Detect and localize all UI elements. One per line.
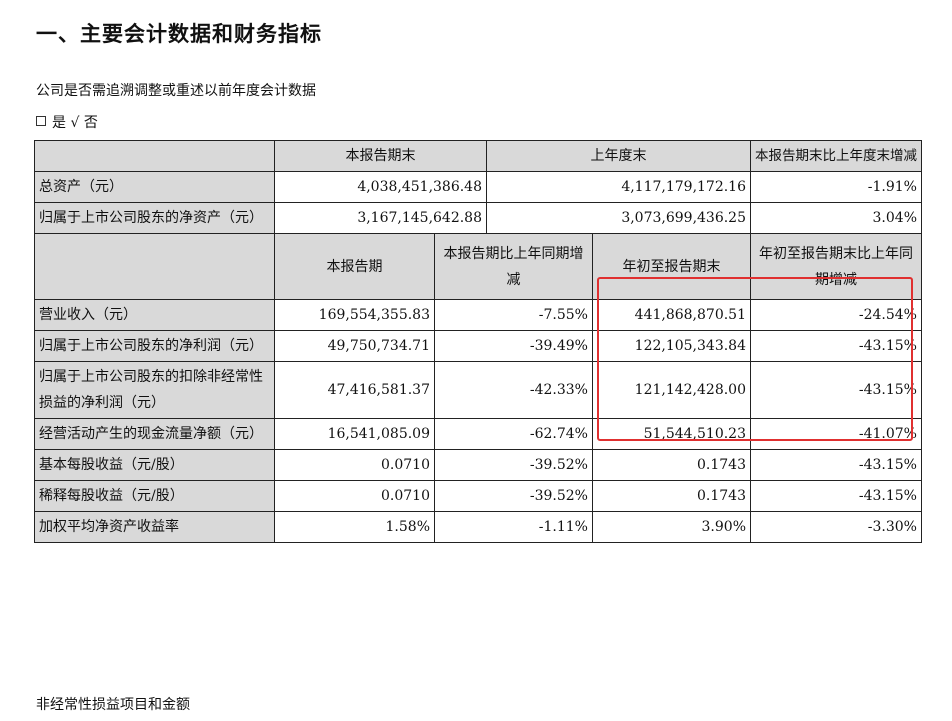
table-row: 总资产（元） 4,038,451,386.48 4,117,179,172.16…	[34, 171, 922, 203]
cell-value: -39.52%	[434, 449, 593, 481]
col-header: 本报告期末	[274, 140, 487, 172]
row-label: 经营活动产生的现金流量净额（元）	[34, 418, 275, 450]
col-header: 本报告期	[274, 233, 435, 300]
section-heading: 一、主要会计数据和财务指标	[36, 22, 322, 46]
cell-value: 0.0710	[274, 449, 435, 481]
cell-value: 3.90%	[592, 511, 751, 543]
cell-value: 49,750,734.71	[274, 330, 435, 362]
col-header: 年初至报告期末	[592, 233, 751, 300]
check-mark: √	[70, 115, 80, 131]
cell-value: -1.91%	[750, 171, 922, 203]
col-header: 年初至报告期末比上年同期增减	[750, 233, 922, 300]
cell-value: 0.1743	[592, 480, 751, 512]
restate-answer: 是 √ 否	[36, 112, 98, 132]
cell-value: 1.58%	[274, 511, 435, 543]
cell-value: -43.15%	[750, 480, 922, 512]
row-label: 归属于上市公司股东的扣除非经常性损益的净利润（元）	[34, 361, 275, 419]
row-label: 总资产（元）	[34, 171, 275, 203]
cell-value: 3,167,145,642.88	[274, 202, 487, 234]
cell-value: 3,073,699,436.25	[486, 202, 751, 234]
checkbox-icon	[36, 116, 46, 126]
cell-value: 0.1743	[592, 449, 751, 481]
footer-note: 非经常性损益项目和金额	[36, 697, 190, 713]
col-header: 本报告期末比上年度末增减	[750, 140, 922, 172]
table1-header-row: 本报告期末 上年度末 本报告期末比上年度末增减	[34, 140, 922, 172]
restate-question: 公司是否需追溯调整或重述以前年度会计数据	[36, 83, 316, 99]
cell-value: 4,038,451,386.48	[274, 171, 487, 203]
table-row: 归属于上市公司股东的净利润（元） 49,750,734.71 -39.49% 1…	[34, 330, 922, 362]
row-label: 营业收入（元）	[34, 299, 275, 331]
table-row: 营业收入（元） 169,554,355.83 -7.55% 441,868,87…	[34, 299, 922, 331]
row-label: 归属于上市公司股东的净利润（元）	[34, 330, 275, 362]
cell-value: 122,105,343.84	[592, 330, 751, 362]
cell-value: -39.52%	[434, 480, 593, 512]
row-label: 稀释每股收益（元/股）	[34, 480, 275, 512]
col-header: 本报告期比上年同期增减	[434, 233, 593, 300]
cell-value: 51,544,510.23	[592, 418, 751, 450]
cell-value: -43.15%	[750, 361, 922, 419]
cell-value: 121,142,428.00	[592, 361, 751, 419]
cell-value: 441,868,870.51	[592, 299, 751, 331]
cell-value: -42.33%	[434, 361, 593, 419]
table-row: 经营活动产生的现金流量净额（元） 16,541,085.09 -62.74% 5…	[34, 418, 922, 450]
cell-value: -43.15%	[750, 330, 922, 362]
corner-cell	[34, 140, 275, 172]
table-row: 归属于上市公司股东的净资产（元） 3,167,145,642.88 3,073,…	[34, 202, 922, 234]
row-label: 归属于上市公司股东的净资产（元）	[34, 202, 275, 234]
corner-cell	[34, 233, 275, 300]
table2-header-row: 本报告期 本报告期比上年同期增减 年初至报告期末 年初至报告期末比上年同期增减	[34, 233, 922, 300]
cell-value: -41.07%	[750, 418, 922, 450]
row-label: 基本每股收益（元/股）	[34, 449, 275, 481]
cell-value: -7.55%	[434, 299, 593, 331]
cell-value: 16,541,085.09	[274, 418, 435, 450]
table-row: 基本每股收益（元/股） 0.0710 -39.52% 0.1743 -43.15…	[34, 449, 922, 481]
cell-value: -62.74%	[434, 418, 593, 450]
cell-value: -3.30%	[750, 511, 922, 543]
answer-yes: 是	[52, 115, 66, 131]
cell-value: 0.0710	[274, 480, 435, 512]
cell-value: -24.54%	[750, 299, 922, 331]
table-row: 归属于上市公司股东的扣除非经常性损益的净利润（元） 47,416,581.37 …	[34, 361, 922, 419]
cell-value: -43.15%	[750, 449, 922, 481]
cell-value: -1.11%	[434, 511, 593, 543]
cell-value: 47,416,581.37	[274, 361, 435, 419]
table-row: 稀释每股收益（元/股） 0.0710 -39.52% 0.1743 -43.15…	[34, 480, 922, 512]
answer-no: 否	[83, 115, 98, 131]
col-header: 上年度末	[486, 140, 751, 172]
cell-value: -39.49%	[434, 330, 593, 362]
cell-value: 4,117,179,172.16	[486, 171, 751, 203]
cell-value: 169,554,355.83	[274, 299, 435, 331]
row-label: 加权平均净资产收益率	[34, 511, 275, 543]
financial-table: 本报告期末 上年度末 本报告期末比上年度末增减 总资产（元） 4,038,451…	[34, 140, 922, 543]
cell-value: 3.04%	[750, 202, 922, 234]
table-row: 加权平均净资产收益率 1.58% -1.11% 3.90% -3.30%	[34, 511, 922, 543]
